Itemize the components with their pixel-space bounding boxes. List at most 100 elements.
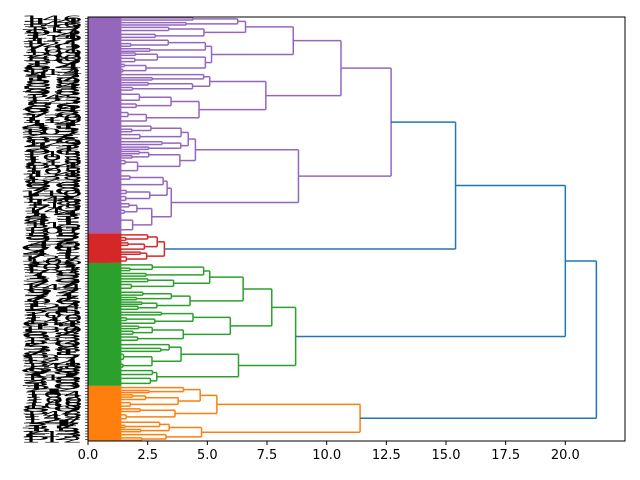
leaf-label: 146: [20, 195, 83, 204]
leaf-label: 70: [25, 204, 83, 213]
leaf-label: 86: [23, 136, 83, 145]
leaf-strip-red: [88, 233, 122, 263]
leaf-label: 1: [22, 388, 83, 397]
leaf-label: 13: [19, 300, 83, 309]
leaf-label: 84: [22, 161, 83, 170]
leaf-label: 30: [25, 57, 83, 66]
leaf-label: 132: [25, 393, 83, 402]
leaf-label: 146: [24, 399, 83, 408]
leaf-label: 57: [20, 328, 83, 337]
leaf-label: 144: [20, 283, 83, 292]
leaf-label: 20: [21, 339, 83, 348]
leaf-label: 41: [22, 218, 83, 227]
leaf-label: 148: [22, 362, 83, 371]
leaf-label: 128: [24, 156, 83, 165]
x-axis-ticks: 0.0 2.5 5.0 7.5 10.0 12.5 15.0 17.5 20.0: [78, 441, 580, 463]
leaf-label: 3: [20, 133, 83, 142]
leaf-label: 148: [21, 410, 83, 419]
leaf-label: 68: [25, 365, 83, 374]
leaf-label: 121: [20, 40, 83, 49]
dendrogram-links: [88, 17, 598, 441]
leaf-label: 137: [21, 266, 83, 275]
leaf-label: 64: [21, 105, 83, 114]
leaf-label: 71: [24, 246, 83, 255]
leaf-label: 43: [22, 142, 83, 151]
leaf-label: 62: [25, 286, 83, 295]
leaf-label: 73: [24, 184, 83, 193]
leaf-label: 36: [22, 224, 83, 233]
leaf-label: 117: [25, 26, 83, 35]
leaf-label: 123: [23, 176, 83, 185]
leaf-label: 93: [22, 178, 83, 187]
leaf-label: 137: [19, 255, 83, 264]
x-tick-label: 20.0: [551, 448, 580, 463]
leaf-label: 14: [21, 119, 83, 128]
leaf-label: 119: [20, 116, 83, 125]
leaf-label: 113: [20, 430, 83, 439]
leaf-label: 43: [23, 71, 83, 80]
leaf-label: 78: [23, 269, 83, 278]
leaf-label: 35: [19, 379, 83, 388]
leaf-label: 29: [23, 277, 83, 286]
leaf-label: 28: [21, 376, 83, 385]
leaf-label: 15: [25, 323, 83, 332]
leaf-label: 41: [21, 249, 83, 258]
x-tick-label: 7.5: [257, 448, 278, 463]
leaf-label: 85: [20, 351, 83, 360]
leaf-label: 127: [19, 354, 83, 363]
leaf-label: 101: [22, 226, 83, 235]
plot-frame: [87, 16, 626, 442]
leaf-label: 114: [22, 68, 83, 77]
leaf-label: 52: [21, 433, 83, 442]
leaf-label: 138: [20, 173, 83, 182]
leaf-label: 109: [24, 48, 83, 57]
leaf-label: 22: [24, 385, 83, 394]
leaf-label: 5: [19, 192, 83, 201]
leaf-label: 64: [20, 320, 83, 329]
leaf-strip-green: [88, 262, 122, 386]
leaf-label: 34: [25, 82, 83, 91]
leaf-label: 52: [20, 342, 83, 351]
leaf-label: 118: [25, 201, 83, 210]
leaf-strip-purple: [88, 17, 122, 234]
leaf-label: 25: [19, 108, 83, 117]
leaf-label: 40: [24, 241, 83, 250]
leaf-label: 32: [20, 91, 83, 100]
leaf-label: 62: [25, 99, 83, 108]
leaf-label: 83: [20, 65, 83, 74]
leaf-label: 34: [20, 359, 83, 368]
leaf-label: 96: [24, 297, 83, 306]
leaf-label: 33: [24, 334, 83, 343]
x-tick-label: 12.5: [372, 448, 401, 463]
leaf-label: 86: [24, 102, 83, 111]
leaf-label: 88: [23, 79, 83, 88]
leaf-label: 81: [21, 215, 83, 224]
leaf-label: 142: [22, 413, 83, 422]
leaf-label: 99: [23, 29, 83, 38]
leaf-label: 112: [20, 436, 83, 445]
leaf-label: 124: [21, 303, 83, 312]
leaf-label: 110: [24, 314, 83, 323]
leaf-label: 104: [23, 390, 83, 399]
leaf-label: 142: [23, 207, 83, 216]
leaf-label: 17: [24, 37, 83, 46]
leaf-strip-orange: [88, 385, 122, 441]
leaf-label: 132: [22, 337, 83, 346]
leaf-label: 101: [22, 46, 83, 55]
leaf-label: 100: [25, 396, 83, 405]
leaf-label: 35: [22, 229, 83, 238]
leaf-label: 66: [19, 243, 83, 252]
leaf-label: 4: [21, 306, 83, 315]
leaf-label: 70: [20, 43, 83, 52]
leaf-label: 43: [23, 212, 83, 221]
leaf-label: 14: [25, 17, 83, 26]
leaf-label: 92: [23, 235, 83, 244]
leaf-label: 64: [23, 62, 83, 71]
x-tick-label: 15.0: [432, 448, 461, 463]
leaf-label: 41: [21, 122, 83, 131]
leaf-label: 17: [24, 74, 83, 83]
leaf-label: 20: [24, 51, 83, 60]
leaf-label: 125: [24, 164, 83, 173]
leaf-label: 3: [24, 238, 83, 247]
leaf-label: 115: [25, 221, 83, 230]
